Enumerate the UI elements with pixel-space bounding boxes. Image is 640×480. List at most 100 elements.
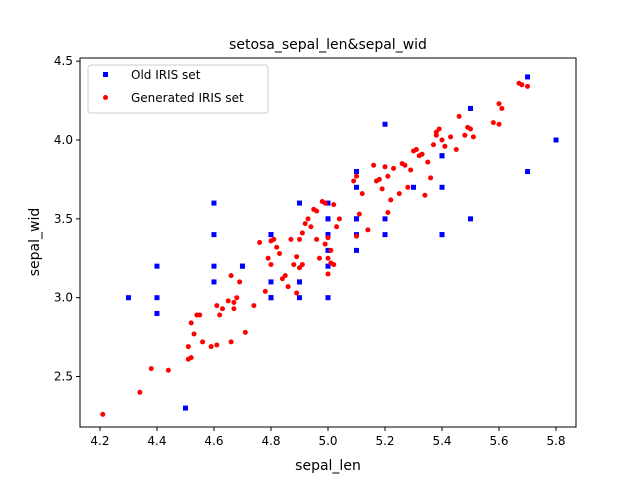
legend-box — [87, 64, 269, 114]
generated-iris-point — [391, 165, 397, 171]
old-iris-point — [325, 232, 331, 238]
generated-iris-point — [402, 162, 408, 168]
y-tick-label: 3.5 — [54, 212, 73, 226]
generated-iris-point — [499, 105, 505, 111]
generated-iris-point — [359, 191, 365, 197]
old-iris-point — [468, 216, 474, 222]
generated-iris-point — [234, 295, 240, 301]
generated-iris-point — [237, 279, 243, 285]
generated-iris-point — [197, 312, 203, 318]
legend-label-old: Old IRIS set — [131, 68, 201, 82]
generated-iris-point — [271, 236, 277, 242]
y-tick-label: 2.5 — [54, 370, 73, 384]
old-iris-point — [154, 295, 160, 301]
generated-iris-point — [200, 339, 206, 345]
generated-iris-point — [442, 143, 448, 149]
old-iris-point — [525, 169, 531, 175]
old-iris-point — [268, 232, 274, 238]
generated-iris-point — [453, 146, 459, 152]
generated-iris-point — [188, 320, 194, 326]
generated-iris-point — [282, 273, 288, 279]
generated-iris-point — [408, 167, 414, 173]
generated-iris-point — [379, 186, 385, 192]
generated-iris-point — [331, 262, 337, 268]
generated-iris-point — [325, 255, 331, 261]
old-iris-point — [325, 247, 331, 253]
old-iris-point — [439, 232, 445, 238]
generated-iris-point — [188, 355, 194, 361]
x-axis-label: sepal_len — [295, 458, 361, 474]
generated-iris-point — [385, 173, 391, 179]
generated-iris-point — [288, 236, 294, 242]
x-tick-label: 4.6 — [204, 434, 223, 448]
old-iris-point — [525, 74, 531, 80]
old-iris-point — [268, 279, 274, 285]
generated-iris-point — [291, 262, 297, 268]
generated-iris-point — [225, 298, 231, 304]
x-tick-label: 5.8 — [546, 434, 565, 448]
old-iris-point — [125, 295, 131, 301]
generated-iris-point — [308, 224, 314, 230]
x-tick-label: 4.2 — [90, 434, 109, 448]
old-iris-point — [296, 200, 302, 206]
generated-iris-point — [314, 208, 320, 214]
generated-iris-point — [525, 83, 531, 89]
legend: Old IRIS set Generated IRIS set — [87, 64, 269, 114]
old-iris-point — [182, 405, 188, 411]
generated-iris-point — [433, 132, 439, 138]
generated-iris-point — [137, 389, 143, 395]
generated-iris-point — [396, 191, 402, 197]
generated-iris-point — [328, 247, 334, 253]
generated-iris-point — [299, 262, 305, 268]
x-tick-label: 5.2 — [375, 434, 394, 448]
generated-iris-point — [274, 244, 280, 250]
y-axis-ticks: 2.5 3.0 3.5 4.0 4.5 — [54, 54, 80, 384]
generated-iris-point — [354, 173, 360, 179]
generated-iris-point — [413, 146, 419, 152]
old-iris-point — [382, 216, 388, 222]
old-iris-point — [211, 200, 217, 206]
x-tick-label: 5.0 — [318, 434, 337, 448]
generated-iris-point — [228, 273, 234, 279]
generated-iris-point — [382, 164, 388, 170]
generated-iris-point — [208, 344, 214, 350]
legend-marker-generated — [103, 95, 108, 100]
generated-iris-point — [220, 306, 226, 312]
generated-iris-point — [231, 299, 237, 305]
old-iris-point — [354, 169, 360, 175]
generated-iris-point — [285, 284, 291, 290]
old-iris-point — [411, 184, 417, 190]
legend-label-generated: Generated IRIS set — [131, 91, 244, 105]
generated-iris-point — [376, 176, 382, 182]
generated-iris-point — [468, 126, 474, 132]
generated-iris-point — [354, 233, 360, 239]
generated-iris-point — [419, 151, 425, 157]
generated-iris-point — [351, 178, 357, 184]
chart-title: setosa_sepal_len&sepal_wid — [229, 37, 427, 53]
generated-iris-point — [214, 303, 220, 309]
generated-iris-point — [325, 235, 331, 241]
old-iris-point — [296, 279, 302, 285]
generated-iris-point — [214, 342, 220, 348]
old-iris-point — [325, 263, 331, 269]
generated-iris-point — [294, 254, 300, 260]
generated-iris-point — [265, 255, 271, 261]
generated-iris-point — [496, 101, 502, 107]
generated-iris-point — [436, 126, 442, 132]
old-iris-point — [268, 295, 274, 301]
generated-iris-point — [462, 132, 468, 138]
old-iris-point — [239, 263, 245, 269]
x-tick-label: 5.6 — [489, 434, 508, 448]
generated-iris-point — [325, 271, 331, 277]
old-iris-point — [553, 137, 559, 143]
generated-iris-point — [228, 339, 234, 345]
x-tick-label: 4.8 — [261, 434, 280, 448]
generated-iris-point — [422, 192, 428, 198]
generated-iris-point — [100, 411, 106, 417]
generated-iris-point — [322, 200, 328, 206]
generated-iris-point — [251, 303, 257, 309]
old-iris-point — [211, 263, 217, 269]
generated-iris-point — [430, 142, 436, 148]
old-iris-point — [211, 232, 217, 238]
generated-iris-point — [439, 137, 445, 143]
